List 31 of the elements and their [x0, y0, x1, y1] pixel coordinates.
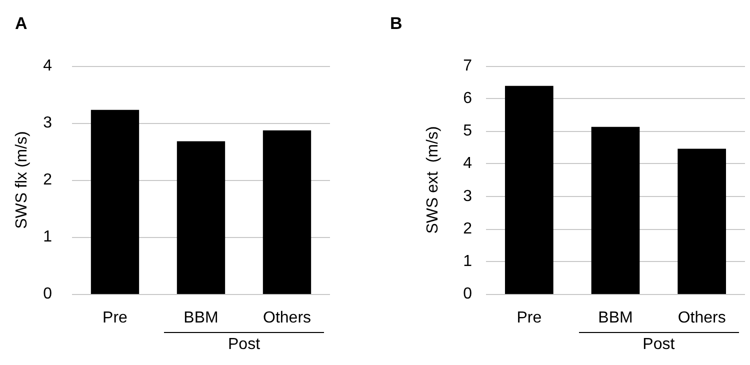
chart-title: A: [15, 14, 28, 33]
bar: [176, 141, 226, 294]
x-tick-label: Pre: [516, 310, 542, 326]
text: Post: [642, 336, 675, 354]
y-axis-title: SWS ext (m/s): [424, 126, 442, 234]
y-tick-label: 1: [43, 228, 52, 246]
y-tick-label: 1: [463, 252, 472, 270]
x-tick-label: BBM: [598, 310, 633, 326]
bar: [591, 126, 640, 294]
x-tick-label: Others: [678, 310, 726, 326]
x-tick-label: BBM: [184, 310, 218, 326]
text: Post: [228, 336, 260, 354]
y-tick-label: 3: [43, 114, 52, 132]
y-tick-label: 6: [463, 90, 472, 108]
y-tick-label: 2: [463, 220, 472, 238]
y-tick-label: 2: [43, 172, 52, 188]
y-tick-label: 0: [43, 286, 52, 302]
chart-title: B: [390, 14, 402, 33]
x-tick-label: Pre: [102, 310, 128, 326]
y-axis-title: SWS flx (m/s): [14, 131, 30, 229]
y-tick-label: 3: [463, 188, 472, 205]
y-tick-label: 0: [463, 286, 472, 302]
y-tick-label: 5: [463, 122, 472, 140]
y-tick-label: 4: [43, 58, 52, 74]
y-tick-label: 7: [463, 58, 472, 74]
y-tick-label: 4: [463, 155, 472, 172]
bar: [678, 148, 726, 294]
bar: [504, 86, 554, 294]
x-tick-label: Others: [262, 310, 312, 326]
bar: [262, 130, 312, 294]
bar: [90, 110, 140, 294]
